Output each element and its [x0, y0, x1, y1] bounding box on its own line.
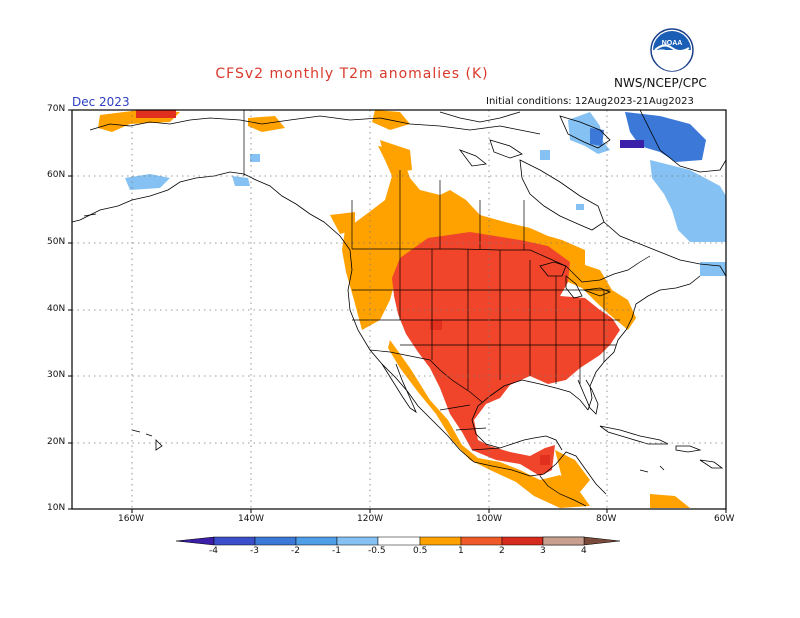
colorbar-label: -3: [250, 546, 259, 556]
lat-label-30: 30N: [47, 370, 66, 380]
agency-label: NWS/NCEP/CPC: [614, 76, 707, 90]
coastlines: [71, 109, 727, 495]
colorbar-label: 2: [499, 546, 505, 556]
forecast-month: Dec 2023: [72, 95, 130, 109]
colorbar-label: 3: [540, 546, 546, 556]
anomaly-fill-red: [392, 232, 620, 476]
map-title: CFSv2 monthly T2m anomalies (K): [215, 66, 489, 82]
political-boundaries: [243, 110, 651, 507]
colorbar: [175, 536, 621, 546]
lat-label-40: 40N: [47, 304, 66, 314]
colorbar-label: -0.5: [368, 546, 386, 556]
lon-label-80w: 80W: [596, 514, 617, 524]
lon-label-140w: 140W: [238, 514, 265, 524]
lat-label-20: 20N: [47, 437, 66, 447]
initial-conditions: Initial conditions: 12Aug2023-21Aug2023: [486, 96, 694, 107]
anomaly-fill-top-red: [136, 110, 176, 118]
lon-label-160w: 160W: [118, 514, 145, 524]
lon-label-100w: 100W: [476, 514, 503, 524]
colorbar-label: -4: [209, 546, 218, 556]
anomaly-fill-blue: [590, 112, 706, 162]
anomaly-fill-darkblue: [620, 140, 644, 148]
colorbar-label: -2: [291, 546, 300, 556]
ticks: [68, 109, 727, 513]
lat-label-50: 50N: [47, 237, 66, 247]
colorbar-label: 0.5: [413, 546, 428, 556]
colorbar-label: -1: [332, 546, 341, 556]
lat-label-60: 60N: [47, 170, 66, 180]
graticule: [72, 110, 726, 509]
colorbar-label: 1: [458, 546, 464, 556]
lon-label-120w: 120W: [357, 514, 384, 524]
lat-label-70: 70N: [47, 104, 66, 114]
lon-label-60w: 60W: [714, 514, 735, 524]
lat-label-10: 10N: [47, 503, 66, 513]
colorbar-label: 4: [581, 546, 587, 556]
logo-lettering: NOAA: [662, 40, 683, 47]
noaa-logo: NOAA: [650, 28, 694, 72]
anomaly-fill-darkred: [430, 320, 550, 465]
